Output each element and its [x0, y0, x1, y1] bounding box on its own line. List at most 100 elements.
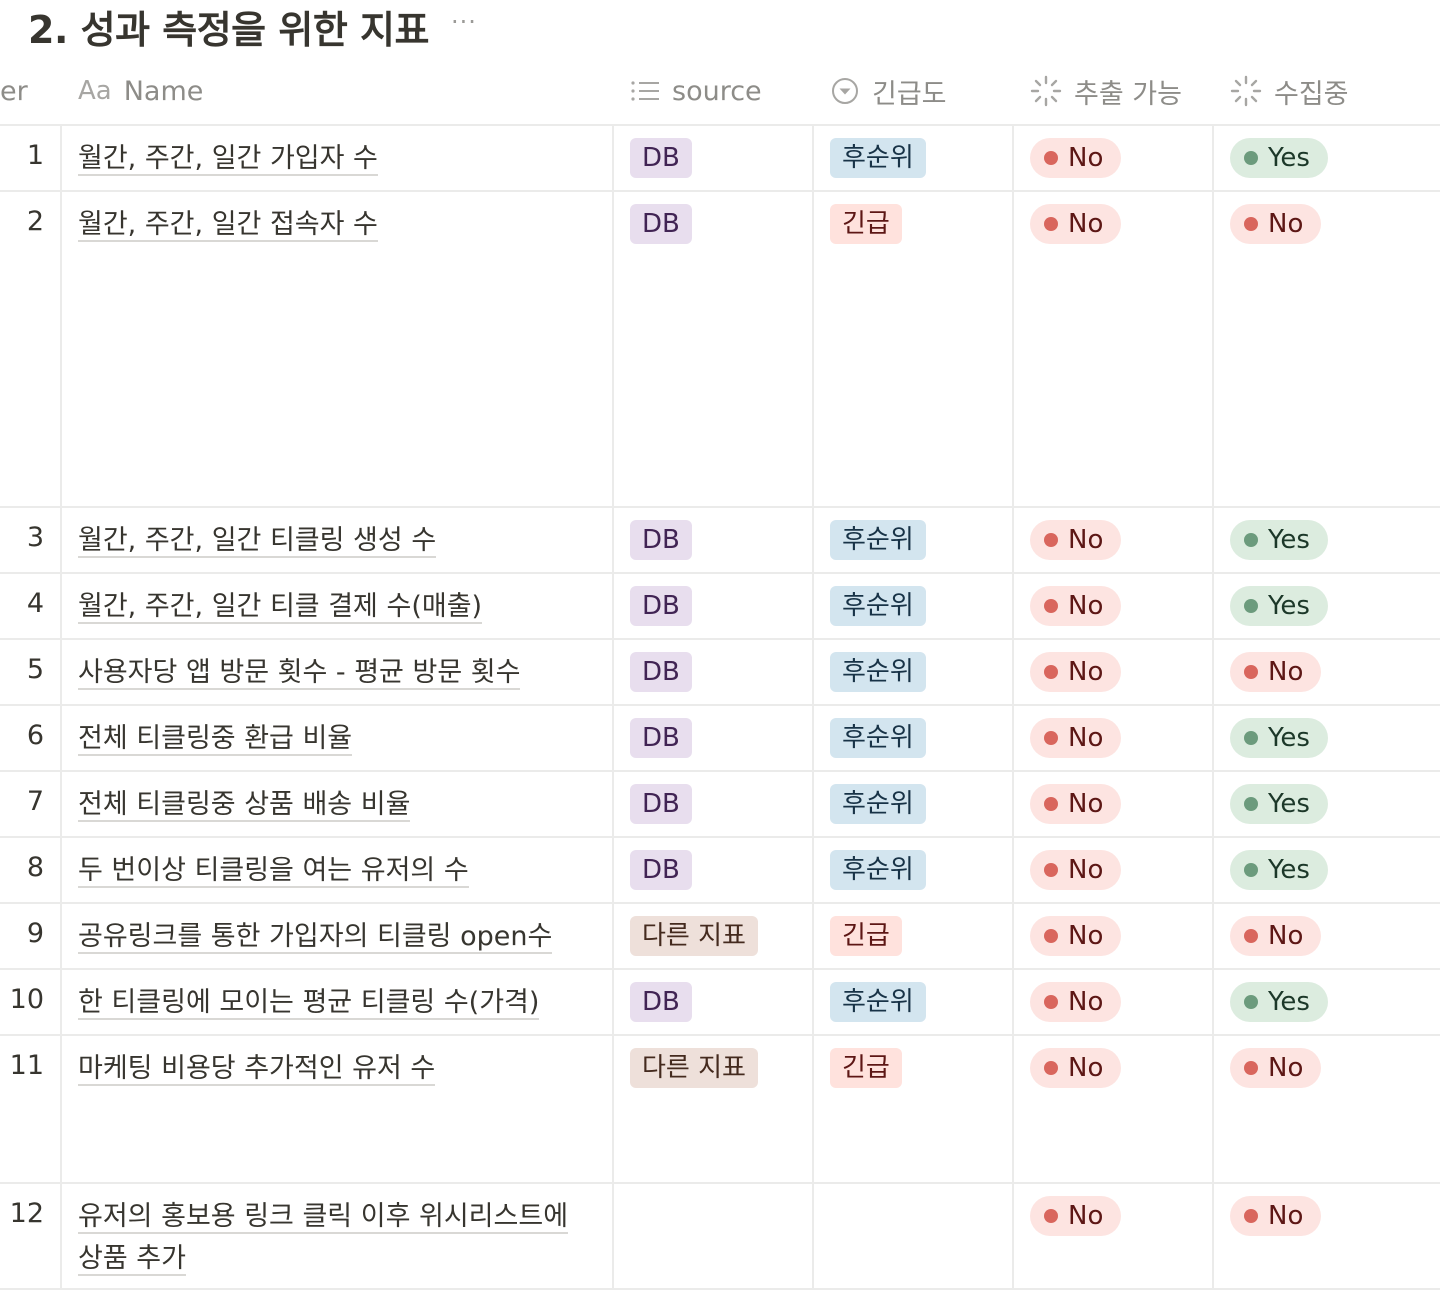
source-cell[interactable]: 다른 지표	[614, 1036, 814, 1182]
name-cell[interactable]: 월간, 주간, 일간 접속자 수	[62, 192, 614, 506]
source-cell[interactable]: DB	[614, 192, 814, 506]
collecting-cell[interactable]: Yes	[1214, 772, 1440, 836]
collecting-status-pill[interactable]: No	[1230, 652, 1322, 692]
collecting-status-pill[interactable]: Yes	[1230, 138, 1328, 178]
source-tag[interactable]: DB	[630, 586, 692, 626]
urgency-cell[interactable]: 후순위	[814, 640, 1014, 704]
collecting-cell[interactable]: No	[1214, 640, 1440, 704]
row-name-link[interactable]: 한 티클링에 모이는 평균 티클링 수(가격)	[78, 987, 540, 1020]
extractable-status-pill[interactable]: No	[1030, 784, 1122, 824]
row-name-link[interactable]: 월간, 주간, 일간 가입자 수	[78, 143, 378, 176]
source-cell[interactable]: DB	[614, 772, 814, 836]
collecting-cell[interactable]: No	[1214, 904, 1440, 968]
urgency-tag[interactable]: 후순위	[830, 850, 926, 890]
extractable-cell[interactable]: No	[1014, 970, 1214, 1034]
source-cell[interactable]	[614, 1184, 814, 1288]
name-cell[interactable]: 월간, 주간, 일간 가입자 수	[62, 126, 614, 190]
row-name-link[interactable]: 전체 티클링중 환급 비율	[78, 723, 353, 756]
table-row[interactable]: 9 공유링크를 통한 가입자의 티클링 open수 다른 지표 긴급 No No	[0, 904, 1440, 970]
collecting-status-pill[interactable]: No	[1230, 204, 1322, 244]
name-cell[interactable]: 공유링크를 통한 가입자의 티클링 open수	[62, 904, 614, 968]
urgency-cell[interactable]: 긴급	[814, 904, 1014, 968]
urgency-cell[interactable]: 긴급	[814, 192, 1014, 506]
table-row[interactable]: 6 전체 티클링중 환급 비율 DB 후순위 No Yes	[0, 706, 1440, 772]
source-tag[interactable]: DB	[630, 652, 692, 692]
urgency-tag[interactable]: 후순위	[830, 784, 926, 824]
extractable-status-pill[interactable]: No	[1030, 916, 1122, 956]
column-header-extractable[interactable]: 추출 가능	[1030, 58, 1182, 124]
name-cell[interactable]: 월간, 주간, 일간 티클 결제 수(매출)	[62, 574, 614, 638]
name-cell[interactable]: 월간, 주간, 일간 티클링 생성 수	[62, 508, 614, 572]
source-tag[interactable]: DB	[630, 784, 692, 824]
row-name-link[interactable]: 유저의 홍보용 링크 클릭 이후 위시리스트에 상품 추가	[78, 1201, 569, 1276]
extractable-status-pill[interactable]: No	[1030, 1048, 1122, 1088]
row-name-link[interactable]: 공유링크를 통한 가입자의 티클링 open수	[78, 921, 553, 954]
row-name-link[interactable]: 사용자당 앱 방문 횟수 - 평균 방문 횟수	[78, 657, 521, 690]
urgency-tag[interactable]: 후순위	[830, 652, 926, 692]
source-cell[interactable]: DB	[614, 126, 814, 190]
urgency-tag[interactable]: 후순위	[830, 982, 926, 1022]
extractable-cell[interactable]: No	[1014, 1036, 1214, 1182]
source-cell[interactable]: DB	[614, 574, 814, 638]
extractable-cell[interactable]: No	[1014, 508, 1214, 572]
name-cell[interactable]: 사용자당 앱 방문 횟수 - 평균 방문 횟수	[62, 640, 614, 704]
extractable-cell[interactable]: No	[1014, 1184, 1214, 1288]
urgency-tag[interactable]: 후순위	[830, 586, 926, 626]
row-name-link[interactable]: 두 번이상 티클링을 여는 유저의 수	[78, 855, 469, 888]
source-tag[interactable]: DB	[630, 138, 692, 178]
column-header-collecting[interactable]: 수집중	[1230, 58, 1349, 124]
column-header-urgency[interactable]: 긴급도	[830, 58, 947, 124]
table-row[interactable]: 7 전체 티클링중 상품 배송 비율 DB 후순위 No Yes	[0, 772, 1440, 838]
collecting-status-pill[interactable]: Yes	[1230, 718, 1328, 758]
urgency-tag[interactable]: 긴급	[830, 204, 902, 244]
source-cell[interactable]: DB	[614, 970, 814, 1034]
collecting-cell[interactable]: Yes	[1214, 838, 1440, 902]
row-name-link[interactable]: 월간, 주간, 일간 티클링 생성 수	[78, 525, 437, 558]
row-name-link[interactable]: 마케팅 비용당 추가적인 유저 수	[78, 1053, 436, 1086]
extractable-cell[interactable]: No	[1014, 772, 1214, 836]
extractable-cell[interactable]: No	[1014, 706, 1214, 770]
source-tag[interactable]: DB	[630, 204, 692, 244]
source-tag[interactable]: 다른 지표	[630, 1048, 758, 1088]
collecting-cell[interactable]: Yes	[1214, 126, 1440, 190]
urgency-tag[interactable]: 긴급	[830, 916, 902, 956]
extractable-cell[interactable]: No	[1014, 838, 1214, 902]
extractable-status-pill[interactable]: No	[1030, 652, 1122, 692]
collecting-status-pill[interactable]: Yes	[1230, 784, 1328, 824]
urgency-cell[interactable]	[814, 1184, 1014, 1288]
extractable-cell[interactable]: No	[1014, 192, 1214, 506]
extractable-status-pill[interactable]: No	[1030, 982, 1122, 1022]
extractable-cell[interactable]: No	[1014, 904, 1214, 968]
urgency-cell[interactable]: 긴급	[814, 1036, 1014, 1182]
source-cell[interactable]: DB	[614, 508, 814, 572]
urgency-cell[interactable]: 후순위	[814, 126, 1014, 190]
source-cell[interactable]: DB	[614, 706, 814, 770]
name-cell[interactable]: 마케팅 비용당 추가적인 유저 수	[62, 1036, 614, 1182]
collecting-status-pill[interactable]: Yes	[1230, 850, 1328, 890]
extractable-cell[interactable]: No	[1014, 126, 1214, 190]
column-header-number[interactable]: er	[0, 58, 28, 124]
extractable-status-pill[interactable]: No	[1030, 718, 1122, 758]
source-tag[interactable]: 다른 지표	[630, 916, 758, 956]
table-row[interactable]: 5 사용자당 앱 방문 횟수 - 평균 방문 횟수 DB 후순위 No No	[0, 640, 1440, 706]
urgency-cell[interactable]: 후순위	[814, 508, 1014, 572]
source-cell[interactable]: DB	[614, 838, 814, 902]
urgency-tag[interactable]: 후순위	[830, 138, 926, 178]
table-row[interactable]: 1 월간, 주간, 일간 가입자 수 DB 후순위 No Yes	[0, 126, 1440, 192]
collecting-status-pill[interactable]: No	[1230, 1196, 1322, 1236]
name-cell[interactable]: 전체 티클링중 상품 배송 비율	[62, 772, 614, 836]
column-header-name[interactable]: Aa Name	[78, 58, 203, 124]
collecting-cell[interactable]: No	[1214, 1184, 1440, 1288]
urgency-cell[interactable]: 후순위	[814, 970, 1014, 1034]
table-row[interactable]: 2 월간, 주간, 일간 접속자 수 DB 긴급 No No	[0, 192, 1440, 508]
urgency-cell[interactable]: 후순위	[814, 772, 1014, 836]
extractable-status-pill[interactable]: No	[1030, 138, 1122, 178]
extractable-status-pill[interactable]: No	[1030, 1196, 1122, 1236]
source-cell[interactable]: 다른 지표	[614, 904, 814, 968]
collecting-cell[interactable]: Yes	[1214, 706, 1440, 770]
collecting-cell[interactable]: No	[1214, 1036, 1440, 1182]
more-options-icon[interactable]: ···	[450, 8, 477, 36]
collecting-cell[interactable]: No	[1214, 192, 1440, 506]
collecting-status-pill[interactable]: Yes	[1230, 586, 1328, 626]
name-cell[interactable]: 한 티클링에 모이는 평균 티클링 수(가격)	[62, 970, 614, 1034]
